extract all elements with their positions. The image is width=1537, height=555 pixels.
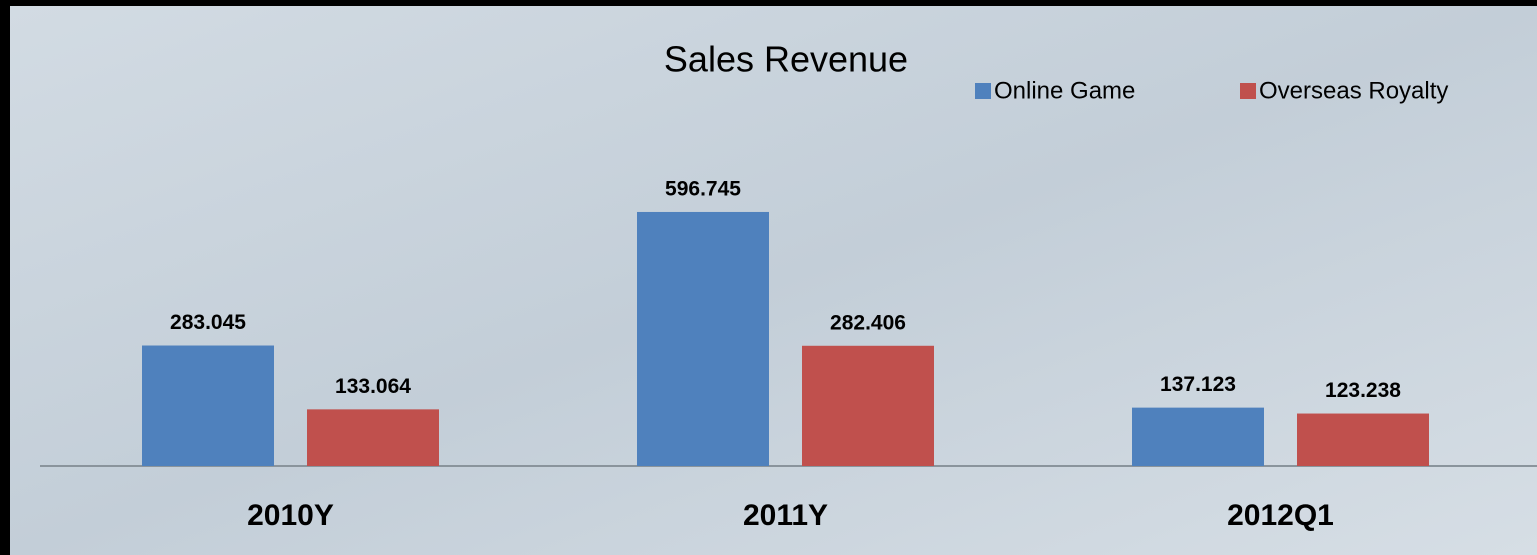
data-label: 283.045 [170, 311, 246, 334]
legend-label: Overseas Royalty [1259, 77, 1448, 104]
data-label: 282.406 [830, 311, 906, 334]
data-label: 133.064 [335, 375, 411, 398]
bar [1297, 413, 1429, 466]
data-label: 137.123 [1160, 373, 1236, 396]
x-tick-label: 2011Y [743, 499, 828, 532]
legend-label: Online Game [994, 77, 1135, 104]
legend-swatch [975, 83, 991, 99]
data-label: 596.745 [665, 178, 741, 201]
legend-swatch [1240, 83, 1256, 99]
bar [637, 211, 769, 466]
x-tick-label: 2012Q1 [1227, 499, 1334, 532]
x-tick-label: 2010Y [247, 499, 334, 532]
bar [142, 345, 274, 466]
bar [1132, 407, 1264, 466]
data-label: 123.238 [1325, 379, 1401, 402]
bar [307, 409, 439, 466]
chart-title: Sales Revenue [664, 39, 908, 80]
bar [802, 345, 934, 466]
